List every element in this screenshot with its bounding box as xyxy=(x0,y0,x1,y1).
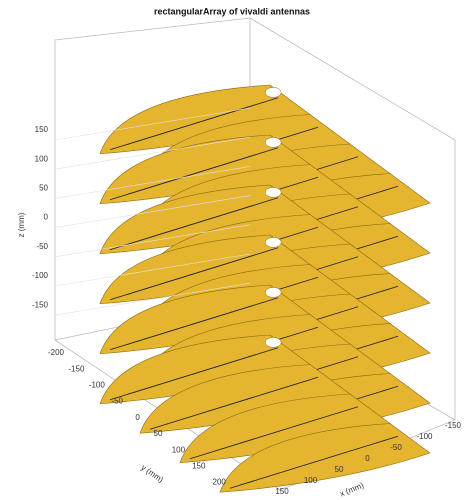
antenna-hole xyxy=(265,87,281,97)
x-tick-label: -150 xyxy=(445,421,462,430)
x-tick-label: 0 xyxy=(365,454,370,463)
antenna-hole xyxy=(265,287,281,297)
y-tick-label: -150 xyxy=(68,364,85,373)
z-tick-label: 100 xyxy=(35,154,49,163)
y-tick-label: -200 xyxy=(48,348,65,357)
antenna-hole xyxy=(265,187,281,197)
y-tick-label: 0 xyxy=(135,413,140,422)
chart-title: rectangularArray of vivaldi antennas xyxy=(154,6,310,16)
y-tick-label: 150 xyxy=(192,462,206,471)
z-tick-label: -50 xyxy=(36,242,48,251)
x-tick-label: 150 xyxy=(275,487,289,496)
y-tick-label: -50 xyxy=(111,397,123,406)
antenna-hole xyxy=(265,237,281,247)
z-tick-label: -100 xyxy=(32,271,49,280)
z-tick-label: -150 xyxy=(32,300,49,309)
y-tick-label: -100 xyxy=(89,381,106,390)
antenna-hole xyxy=(265,137,281,147)
x-tick-label: -50 xyxy=(390,443,402,452)
z-tick-label: 0 xyxy=(44,213,49,222)
y-tick-label: 200 xyxy=(213,478,227,487)
z-tick-label: 50 xyxy=(39,184,48,193)
x-tick-label: 50 xyxy=(335,465,344,474)
x-tick-label: 100 xyxy=(304,476,318,485)
z-axis-label: z (mm) xyxy=(17,212,26,237)
y-tick-label: 100 xyxy=(172,445,186,454)
antenna-hole xyxy=(265,337,281,347)
y-tick-label: 50 xyxy=(154,429,163,438)
z-tick-label: 150 xyxy=(35,125,49,134)
figure: rectangularArray of vivaldi antennas z (… xyxy=(0,0,468,500)
x-tick-label: -100 xyxy=(416,432,433,441)
